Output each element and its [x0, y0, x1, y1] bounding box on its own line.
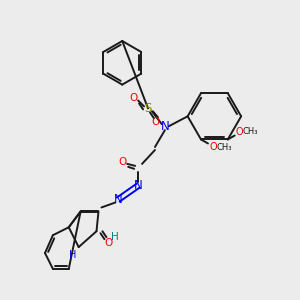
Text: N: N	[134, 179, 142, 192]
Text: O: O	[209, 142, 217, 152]
Text: O: O	[152, 117, 160, 127]
Text: N: N	[160, 120, 169, 133]
Text: N: N	[114, 193, 123, 206]
Text: O: O	[104, 238, 112, 248]
Text: H: H	[111, 232, 119, 242]
Text: H: H	[69, 250, 76, 260]
Text: CH₃: CH₃	[243, 127, 258, 136]
Text: O: O	[236, 127, 244, 136]
Text: CH₃: CH₃	[216, 143, 232, 152]
Text: S: S	[144, 102, 152, 115]
Text: O: O	[129, 94, 137, 103]
Text: O: O	[118, 157, 126, 167]
